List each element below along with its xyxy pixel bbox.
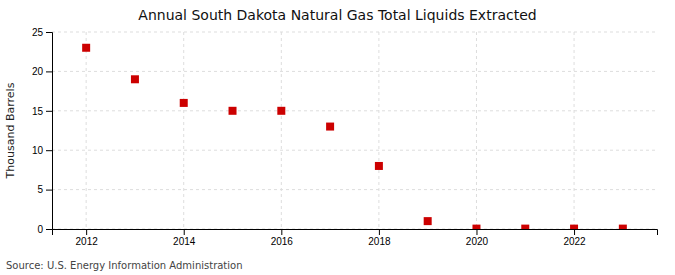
point [570, 225, 578, 229]
x-tick-label: 2014 [173, 236, 196, 247]
y-grid-line [52, 189, 657, 190]
chart-container: 2012 2014 2016 2018 2020 2022 0 5 10 15 20 25 Annual… [0, 0, 675, 275]
y-axis: 0 5 10 15 20 25 [32, 27, 53, 235]
x-tick-mark [86, 229, 87, 235]
point [82, 44, 90, 52]
y-grid-line [52, 150, 657, 151]
y-tick: 20 [32, 66, 52, 77]
x-tick-label: 2012 [76, 236, 99, 247]
y-tick-mark [46, 150, 52, 151]
x-tick-mark [476, 229, 477, 235]
point [375, 162, 383, 170]
grid [52, 32, 657, 229]
title: Annual South Dakota Natural Gas Total Li… [138, 7, 536, 23]
x-tick-mark [281, 229, 282, 235]
point [424, 217, 432, 225]
point [472, 225, 480, 229]
y-tick: 5 [37, 184, 52, 195]
x-tick: 2014 [173, 229, 196, 247]
point [131, 75, 139, 83]
x-tick-label: 2016 [271, 236, 294, 247]
x-grid-line [378, 32, 379, 229]
y-tick-label: 25 [32, 27, 44, 38]
y-tick-label: 5 [37, 184, 43, 195]
y-grid-line [52, 71, 657, 72]
y-tick-mark [46, 229, 52, 230]
y-grid-line [52, 32, 657, 33]
y-axis-title: Thousand Barrels [4, 82, 17, 179]
point [521, 225, 529, 229]
x-grid-line [183, 32, 184, 229]
x-tick: 2016 [271, 229, 294, 247]
y-tick-label: 10 [32, 145, 44, 156]
y-tick: 10 [32, 145, 52, 156]
x-axis: 2012 2014 2016 2018 2020 2022 [53, 229, 658, 247]
y-tick: 25 [32, 27, 52, 38]
y-tick-label: 15 [32, 106, 44, 117]
y-tick-mark [46, 32, 52, 33]
point [326, 123, 334, 131]
y-tick: 15 [32, 106, 52, 117]
y-tick-mark [46, 71, 52, 72]
x-grid-line [86, 32, 87, 229]
x-tick-mark [574, 229, 575, 235]
x-tick-label: 2022 [563, 236, 586, 247]
x-tick: 2020 [466, 229, 489, 247]
y-tick-mark [46, 190, 52, 191]
x-axis-line [53, 230, 658, 236]
x-tick: 2022 [563, 229, 586, 247]
x-tick: 2018 [368, 229, 391, 247]
y-grid-line [52, 110, 657, 111]
point [619, 225, 627, 229]
y-axis-line [46, 33, 53, 230]
point [277, 107, 285, 115]
x-grid-line [281, 32, 282, 229]
y-tick-label: 0 [37, 224, 43, 235]
x-grid-line [574, 32, 575, 229]
points [82, 44, 627, 229]
point [180, 99, 188, 107]
x-tick: 2012 [76, 229, 99, 247]
source-note: Source: U.S. Energy Information Administ… [6, 260, 243, 271]
x-tick-mark [184, 229, 185, 235]
x-grid-line [476, 32, 477, 229]
x-tick-mark [379, 229, 380, 235]
y-tick-mark [46, 111, 52, 112]
point [229, 107, 237, 115]
plot-area: 2012 2014 2016 2018 2020 2022 0 5 10 15 20 25 [32, 27, 658, 247]
chart-svg: 2012 2014 2016 2018 2020 2022 0 5 10 15 20 25 Annual… [0, 0, 675, 275]
x-tick-label: 2018 [368, 236, 391, 247]
y-tick-label: 20 [32, 66, 44, 77]
y-tick: 0 [37, 224, 52, 235]
x-tick-label: 2020 [466, 236, 489, 247]
